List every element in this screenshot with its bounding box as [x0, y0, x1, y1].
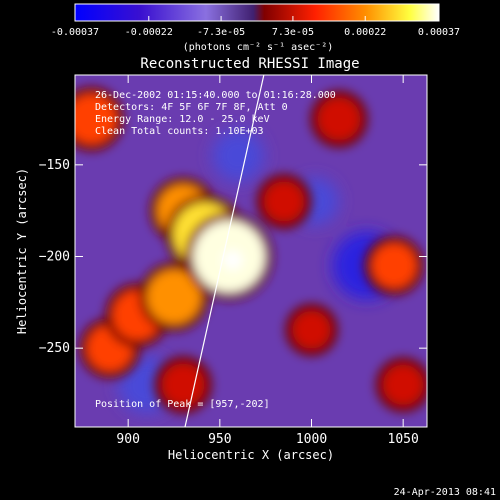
x-tick-label: 1000 — [296, 432, 327, 447]
footer-timestamp: 24-Apr-2013 08:41 — [394, 487, 496, 498]
bright-source — [292, 311, 331, 349]
annotation-block: 26-Dec-2002 01:15:40.000 to 01:16:28.000… — [95, 90, 336, 137]
y-axis-label: Heliocentric Y (arcsec) — [15, 168, 29, 334]
colorbar-tick-label: 0.00022 — [344, 27, 386, 38]
dark-source — [212, 129, 265, 182]
bright-source — [317, 97, 361, 141]
y-tick-label: −250 — [39, 341, 70, 356]
colorbar-unit-label: (photons cm⁻² s⁻¹ asec⁻²) — [183, 42, 334, 53]
colorbar-tick-label: -7.3e-05 — [197, 27, 245, 38]
image-area — [75, 75, 427, 427]
y-tick-label: −200 — [39, 250, 70, 265]
colorbar-tick-label: -0.00037 — [51, 27, 99, 38]
colorbar-tick-label: 7.3e-05 — [272, 27, 314, 38]
x-tick-label: 950 — [208, 432, 231, 447]
peak-marker — [222, 250, 243, 271]
bright-source — [264, 181, 304, 222]
x-axis-label: Heliocentric X (arcsec) — [168, 448, 334, 462]
chart-title: Reconstructed RHESSI Image — [140, 56, 359, 72]
plot-frame — [74, 74, 428, 428]
bright-source — [383, 364, 424, 405]
peak-position-label: Position of Peak = [957,-202] — [95, 399, 270, 410]
annotation-energy: Energy Range: 12.0 - 25.0 keV — [95, 114, 270, 125]
bright-source — [146, 269, 202, 324]
bright-source — [371, 243, 417, 288]
bright-source — [162, 363, 205, 406]
x-tick-label: 900 — [116, 432, 139, 447]
annotation-detectors: Detectors: 4F 5F 6F 7F 8F, Att 0 — [95, 102, 288, 113]
limb-line — [184, 75, 265, 427]
annotation-time: 26-Dec-2002 01:15:40.000 to 01:16:28.000 — [95, 90, 336, 101]
colorbar-tick-label: 0.00037 — [418, 27, 460, 38]
colorbar: -0.00037 -0.00022 -7.3e-05 7.3e-05 0.00022 0.… — [51, 3, 460, 53]
bright-source — [75, 94, 117, 144]
colorbar-tick-label: -0.00022 — [125, 27, 173, 38]
colorbar-gradient — [74, 3, 440, 22]
y-tick-label: −150 — [39, 158, 70, 173]
x-tick-label: 1050 — [388, 432, 419, 447]
annotation-clean: Clean Total counts: 1.10E+03 — [95, 126, 264, 137]
